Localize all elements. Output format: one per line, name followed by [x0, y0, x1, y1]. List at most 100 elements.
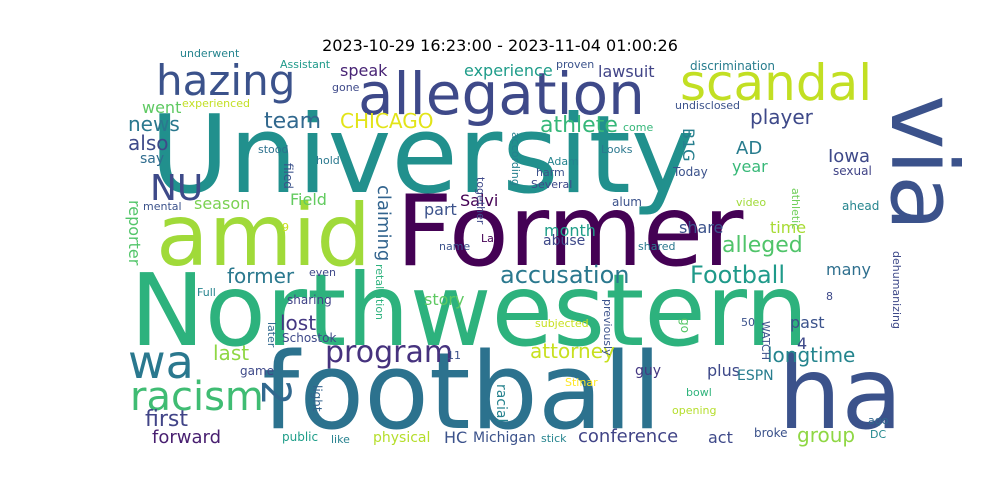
- word-90: hold: [316, 154, 340, 167]
- word-76: proven: [556, 58, 594, 71]
- word-28: forward: [152, 427, 221, 448]
- word-99: shared: [638, 240, 675, 253]
- word-91: filed: [281, 163, 295, 189]
- word-108: Schostok: [282, 331, 336, 345]
- word-64: game: [240, 364, 274, 378]
- word-44: Field: [290, 190, 327, 209]
- word-113: WATCH: [759, 321, 772, 360]
- word-25: lost: [280, 311, 316, 335]
- word-46: part: [424, 200, 457, 219]
- word-93: video: [736, 196, 766, 209]
- word-92: alum: [612, 195, 642, 209]
- word-31: longtime: [767, 343, 855, 367]
- word-68: Stinar: [565, 376, 598, 389]
- word-115: dehumanizing: [890, 251, 903, 329]
- word-73: DC: [870, 428, 886, 441]
- word-112: 50: [741, 316, 755, 329]
- word-10: wa: [128, 335, 194, 389]
- word-107: later: [265, 322, 278, 348]
- word-53: plus: [707, 361, 740, 380]
- word-6: ha: [778, 335, 903, 452]
- word-70: opening: [672, 404, 716, 417]
- word-26: last: [213, 341, 249, 365]
- word-57: HC: [444, 428, 467, 447]
- word-24: former: [227, 264, 295, 288]
- word-75: Assistant: [280, 58, 331, 71]
- word-30: attorney: [530, 339, 615, 363]
- word-9: hazing: [156, 56, 295, 105]
- word-22: news: [128, 112, 180, 136]
- word-39: lawsuit: [598, 62, 655, 81]
- word-82: according: [509, 132, 522, 186]
- word-21: player: [750, 105, 814, 129]
- word-96: mental: [143, 200, 182, 213]
- word-37: speak: [340, 61, 388, 80]
- word-66: guy: [635, 363, 661, 379]
- word-55: many: [826, 260, 871, 279]
- word-71: broke: [754, 426, 788, 440]
- word-84: harm: [536, 166, 565, 179]
- word-81: come: [623, 121, 653, 134]
- word-56: 4: [797, 334, 807, 353]
- word-106: sharing: [287, 293, 332, 307]
- word-43: season: [194, 194, 250, 213]
- word-32: conference: [578, 426, 678, 447]
- word-101: name: [439, 240, 470, 253]
- word-41: say: [140, 151, 164, 167]
- word-114: 8: [826, 290, 833, 303]
- word-18: athlete: [540, 113, 618, 138]
- word-87: Today: [672, 165, 708, 179]
- word-51: story: [424, 290, 464, 309]
- word-60: physical: [373, 430, 430, 446]
- word-35: B1G: [679, 128, 698, 162]
- word-109: subjected: [535, 317, 589, 330]
- word-58: Michigan: [473, 430, 536, 446]
- word-95: ahead: [842, 199, 879, 213]
- word-72: ago: [868, 414, 889, 427]
- word-5: via: [870, 95, 977, 231]
- word-11: racism: [130, 374, 264, 420]
- word-86: Several: [531, 178, 572, 191]
- word-15: accusation: [500, 261, 630, 289]
- word-85: Looks: [601, 143, 633, 156]
- word-3: Former: [396, 175, 744, 289]
- word-27: first: [145, 407, 188, 432]
- word-74: underwent: [180, 47, 240, 60]
- word-33: Iowa: [828, 146, 870, 167]
- word-0: University: [150, 93, 695, 218]
- word-78: experienced: [182, 97, 250, 110]
- word-29: group: [797, 423, 855, 447]
- word-36: year: [732, 157, 768, 176]
- word-2: football: [262, 330, 662, 453]
- word-103: Full: [197, 286, 216, 299]
- word-67: racial: [493, 384, 509, 422]
- word-16: Football: [690, 261, 785, 289]
- word-34: AD: [736, 138, 762, 159]
- word-61: like: [331, 433, 350, 446]
- word-110: previously: [601, 299, 614, 356]
- chart-title: 2023-10-29 16:23:00 - 2023-11-04 01:00:2…: [322, 36, 678, 55]
- word-100: Law: [481, 232, 503, 245]
- word-102: 9: [282, 221, 289, 234]
- word-105: retaliation: [373, 264, 386, 320]
- word-1: Northwestern: [130, 252, 809, 369]
- word-80: undisclosed: [675, 99, 740, 112]
- word-69: bowl: [686, 386, 712, 399]
- word-7: allegation: [358, 60, 645, 128]
- word-62: public: [282, 430, 318, 444]
- word-40: went: [142, 98, 181, 117]
- word-42: reporter: [125, 200, 144, 266]
- word-50: time: [770, 218, 806, 237]
- word-65: ESPN: [737, 368, 774, 384]
- word-4: amid: [156, 186, 371, 286]
- word-23: also: [128, 131, 168, 155]
- word-59: stick: [541, 432, 567, 445]
- word-63: light: [310, 385, 324, 412]
- word-111: go: [678, 318, 692, 333]
- word-48: Salvi: [460, 191, 498, 210]
- word-8: scandal: [680, 54, 872, 112]
- word-12: NU: [150, 168, 203, 209]
- word-104: even: [309, 266, 336, 279]
- word-79: gone: [332, 81, 360, 94]
- word-98: abuse: [543, 233, 585, 249]
